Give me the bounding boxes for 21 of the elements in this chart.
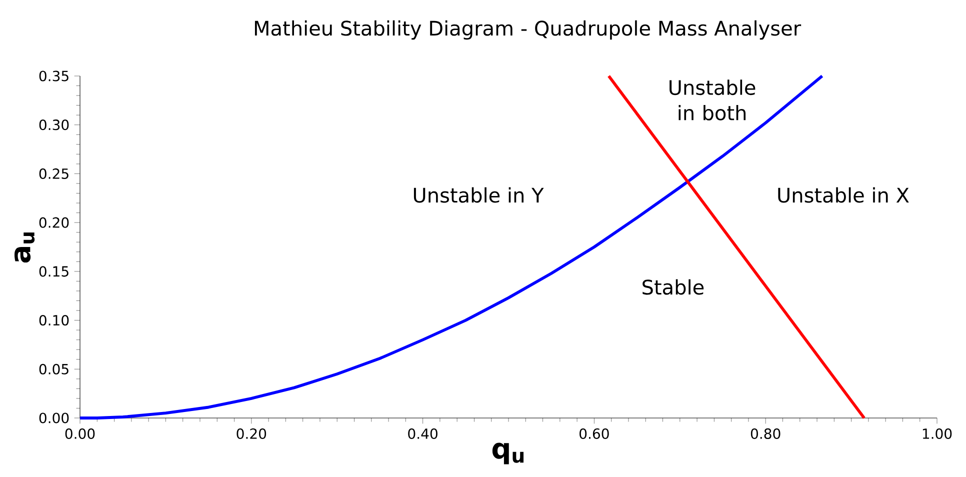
y-tick-label: 0.00 [39, 412, 69, 424]
y-tick-label: 0.10 [39, 314, 69, 326]
annotation: Unstable in Y [414, 187, 544, 203]
y-tick-label: 0.35 [39, 70, 68, 82]
y-tick-label: 0.30 [39, 120, 69, 130]
annotation: Unstable in both [670, 80, 756, 120]
annotation: Stable [642, 279, 704, 295]
x-tick-label: 0.40 [408, 428, 438, 439]
chart-title: Mathieu Stability Diagram - Quadrupole Mass Analyser [254, 20, 802, 40]
y-tick-label: 0.15 [39, 266, 68, 277]
y-tick-label: 0.20 [39, 217, 69, 228]
x-axis-title: q$_{u}$ [492, 442, 524, 464]
y-tick-label: 0.05 [39, 364, 68, 374]
x-tick-label: 0.00 [65, 428, 95, 439]
annotation: Unstable in X [778, 187, 909, 203]
x-tick-label: 1.00 [922, 428, 952, 439]
y-axis-title: a$_{u}$ [14, 232, 35, 263]
x-tick-label: 0.20 [236, 428, 266, 439]
x-tick-label: 0.60 [580, 428, 609, 439]
y-tick-label: 0.25 [39, 168, 68, 179]
x-tick-label: 0.80 [750, 428, 780, 439]
